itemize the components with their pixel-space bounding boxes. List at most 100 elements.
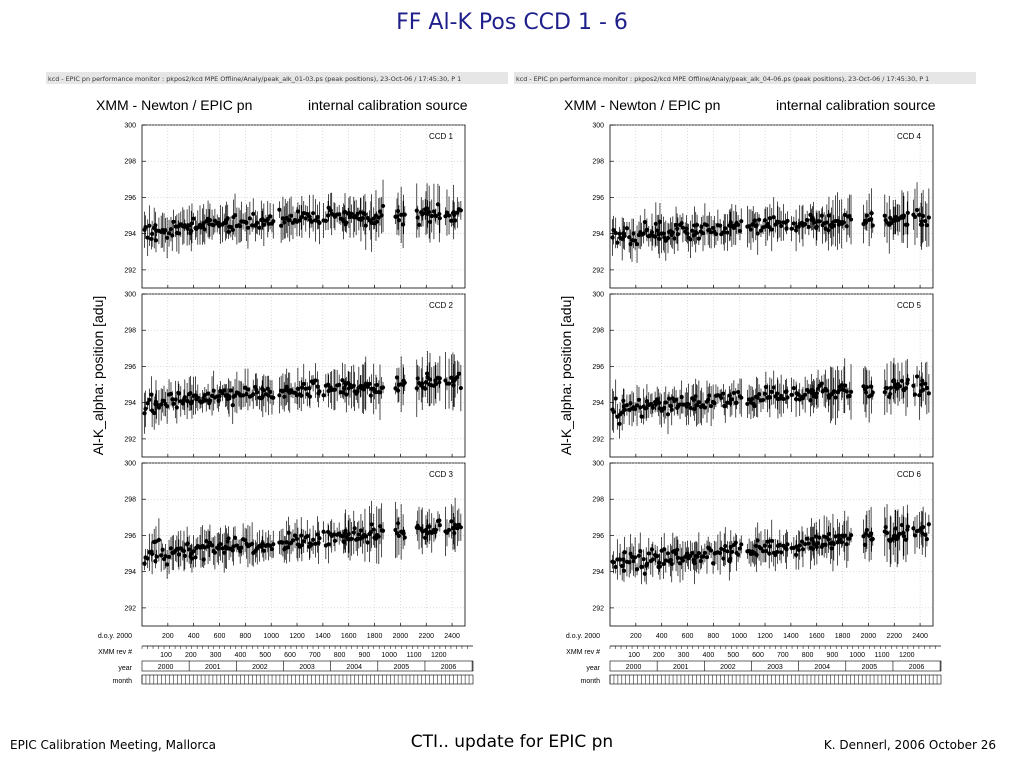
data-point <box>650 405 655 410</box>
data-point <box>165 562 170 567</box>
data-point <box>446 527 452 533</box>
doy-tick-label: 400 <box>656 633 668 640</box>
data-point <box>663 558 668 563</box>
data-point <box>691 397 696 402</box>
data-point <box>380 203 386 209</box>
data-point <box>317 220 322 226</box>
data-point <box>803 221 808 227</box>
data-point <box>617 421 622 426</box>
data-point <box>420 211 426 216</box>
doy-tick-label: 200 <box>162 633 174 640</box>
y-tick-label: 296 <box>592 364 604 371</box>
data-point <box>402 212 407 217</box>
data-point <box>456 371 461 376</box>
data-point <box>358 528 364 533</box>
data-point <box>365 540 370 545</box>
y-tick-label: 296 <box>124 364 136 371</box>
data-point <box>739 542 744 547</box>
data-point <box>661 561 666 567</box>
panel-ccd-1: 300 298 296 294 292 CCD 1 <box>124 123 466 289</box>
data-point <box>721 391 726 396</box>
data-point <box>299 214 304 219</box>
data-point <box>781 396 786 402</box>
header-bar <box>46 72 508 84</box>
data-point <box>723 404 728 409</box>
data-point <box>232 213 238 218</box>
data-point <box>444 210 450 215</box>
data-point <box>618 557 623 562</box>
data-point <box>292 533 298 538</box>
data-point <box>205 391 211 396</box>
y-tick-label: 294 <box>592 231 604 238</box>
data-point <box>800 547 806 552</box>
data-point <box>702 550 707 556</box>
data-point <box>718 223 723 228</box>
data-point <box>819 213 824 218</box>
doy-tick-label: 2200 <box>886 633 902 640</box>
data-point <box>649 547 655 552</box>
data-point <box>171 401 176 406</box>
data-point <box>912 392 918 397</box>
data-point <box>261 222 266 227</box>
data-point <box>700 231 706 236</box>
data-point <box>842 533 847 538</box>
data-point <box>414 386 419 391</box>
data-point <box>863 390 869 395</box>
panel-label: CCD 1 <box>429 132 454 141</box>
data-point <box>395 209 401 214</box>
panel-frame <box>609 124 934 289</box>
data-point <box>266 393 271 398</box>
data-point <box>627 235 632 240</box>
data-point <box>458 525 463 530</box>
data-point <box>207 218 213 223</box>
data-point <box>352 526 357 531</box>
data-point <box>143 406 148 411</box>
data-point <box>622 407 627 412</box>
data-point <box>195 395 200 400</box>
data-point <box>437 523 442 528</box>
data-point <box>402 535 407 540</box>
data-point <box>182 553 187 559</box>
data-point <box>824 388 829 393</box>
data-point <box>374 382 379 388</box>
data-point <box>429 530 434 536</box>
data-point <box>803 541 808 547</box>
data-point <box>797 543 802 548</box>
data-point <box>332 538 338 543</box>
rev-tick-label: 900 <box>359 652 371 659</box>
data-point <box>756 392 762 397</box>
data-point <box>437 380 442 385</box>
x-row-label: month <box>581 678 601 685</box>
data-point <box>826 228 831 233</box>
panel-label: CCD 2 <box>429 301 454 310</box>
data-point <box>222 550 227 555</box>
year-label: 2002 <box>720 664 736 671</box>
data-point <box>451 526 456 531</box>
data-point <box>622 550 627 555</box>
data-point <box>323 218 328 223</box>
data-point <box>831 389 836 394</box>
data-point <box>424 206 430 211</box>
doy-tick-label: 1200 <box>289 633 305 640</box>
data-point <box>209 543 215 548</box>
rev-tick-label: 100 <box>160 652 172 659</box>
data-point <box>394 375 400 380</box>
data-point <box>644 227 650 232</box>
data-point <box>686 402 691 407</box>
data-point <box>800 396 806 401</box>
data-point <box>848 217 854 222</box>
data-point <box>290 538 296 543</box>
data-point <box>713 231 719 237</box>
plot-title-left: XMM - Newton / EPIC pn <box>96 97 252 113</box>
rev-tick-label: 500 <box>727 652 739 659</box>
rev-tick-label: 700 <box>777 652 789 659</box>
y-tick-label: 292 <box>124 605 136 612</box>
x-row-label: XMM rev # <box>98 649 132 656</box>
data-point <box>332 387 338 392</box>
y-tick-label: 294 <box>124 231 136 238</box>
data-point <box>680 558 685 563</box>
y-tick-label: 298 <box>592 159 604 166</box>
data-point <box>773 394 778 399</box>
plot-title-right: internal calibration source <box>308 97 468 113</box>
data-point <box>299 393 304 398</box>
